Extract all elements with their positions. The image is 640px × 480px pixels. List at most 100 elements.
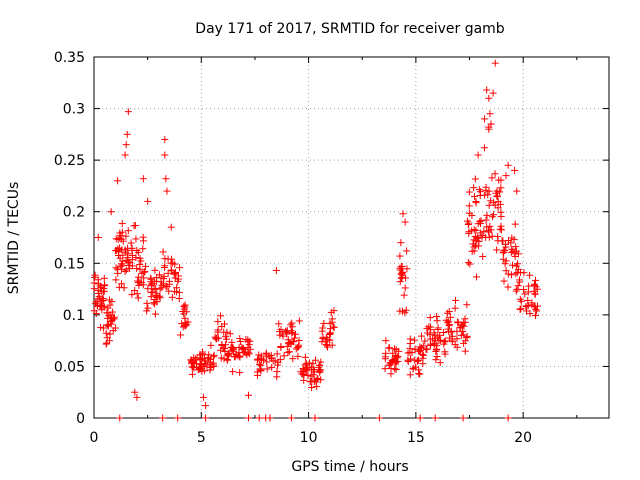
data-point [458, 321, 466, 329]
data-point [132, 235, 140, 243]
data-point [175, 289, 183, 297]
data-point [171, 287, 179, 295]
data-point [330, 307, 338, 315]
data-point [533, 307, 541, 315]
data-point [295, 343, 303, 351]
data-point [512, 243, 520, 251]
data-point [283, 330, 291, 338]
data-point [134, 294, 142, 302]
data-point [202, 402, 210, 410]
data-point [426, 335, 434, 343]
data-point [464, 259, 472, 267]
y-tick-label: 0.25 [54, 153, 85, 169]
data-point [514, 260, 522, 268]
data-point [497, 222, 505, 230]
data-point [409, 365, 417, 373]
data-points [90, 59, 541, 422]
data-point [476, 218, 484, 226]
data-point [245, 341, 253, 349]
data-point [118, 228, 126, 236]
data-point [117, 232, 125, 240]
data-point [486, 110, 494, 118]
data-point [153, 273, 161, 281]
data-point [150, 299, 158, 307]
data-point [498, 237, 506, 245]
data-point [314, 375, 322, 383]
data-point [90, 307, 98, 315]
x-tick-label: 10 [300, 430, 318, 446]
data-point [285, 348, 293, 356]
data-point [485, 228, 493, 236]
grid-lines [94, 57, 609, 418]
data-point [526, 310, 534, 318]
data-point [280, 352, 288, 360]
data-point [139, 175, 147, 183]
y-tick-label: 0 [76, 411, 85, 427]
data-point [158, 281, 166, 289]
data-point [103, 339, 111, 347]
data-point [99, 295, 107, 303]
data-point [389, 357, 397, 365]
data-point [175, 295, 183, 303]
data-point [112, 246, 120, 254]
data-point [416, 343, 424, 351]
data-point [496, 225, 504, 233]
y-axis-tick-labels: 0 0.05 0.1 0.15 0.2 0.25 0.3 0.35 [54, 50, 85, 427]
data-point [481, 144, 489, 152]
data-point [144, 197, 152, 205]
data-point [495, 176, 503, 184]
y-axis-title: SRMTID / TECUs [6, 182, 22, 295]
data-point [131, 388, 139, 396]
data-point [463, 332, 471, 340]
data-point [128, 291, 136, 299]
data-point [482, 233, 490, 241]
data-point [491, 59, 499, 67]
y-tick-label: 0.1 [63, 308, 85, 324]
data-point [397, 263, 405, 271]
data-point [402, 306, 410, 314]
data-point [426, 314, 434, 322]
data-point [188, 370, 196, 378]
data-point [173, 284, 181, 292]
data-point [199, 350, 207, 358]
data-point [497, 184, 505, 192]
data-point [128, 252, 136, 260]
data-point [313, 383, 321, 391]
data-point [236, 369, 244, 377]
data-point [96, 282, 104, 290]
data-point [290, 338, 298, 346]
data-point [118, 246, 126, 254]
data-point [156, 285, 164, 293]
data-point [487, 197, 495, 205]
data-point [512, 270, 520, 278]
data-point [177, 331, 185, 339]
data-point [257, 366, 265, 374]
data-point [95, 290, 103, 298]
data-point [401, 284, 409, 292]
data-point [439, 329, 447, 337]
data-point [104, 304, 112, 312]
data-point [133, 393, 141, 401]
data-point [531, 312, 539, 320]
data-point [466, 260, 474, 268]
data-point [227, 344, 235, 352]
data-point [514, 282, 522, 290]
data-point [159, 414, 167, 422]
data-point [152, 285, 160, 293]
data-point [443, 309, 451, 317]
axis-ticks [93, 56, 609, 419]
data-point [441, 348, 449, 356]
data-point [504, 414, 512, 422]
data-point [390, 345, 398, 353]
data-point [165, 277, 173, 285]
data-point [493, 246, 501, 254]
data-point [507, 248, 515, 256]
data-point [124, 227, 132, 235]
data-point [504, 270, 512, 278]
data-point [267, 351, 275, 359]
data-point [193, 360, 201, 368]
data-point [461, 315, 469, 323]
data-point [236, 338, 244, 346]
data-point [513, 285, 521, 293]
data-point [199, 393, 207, 401]
